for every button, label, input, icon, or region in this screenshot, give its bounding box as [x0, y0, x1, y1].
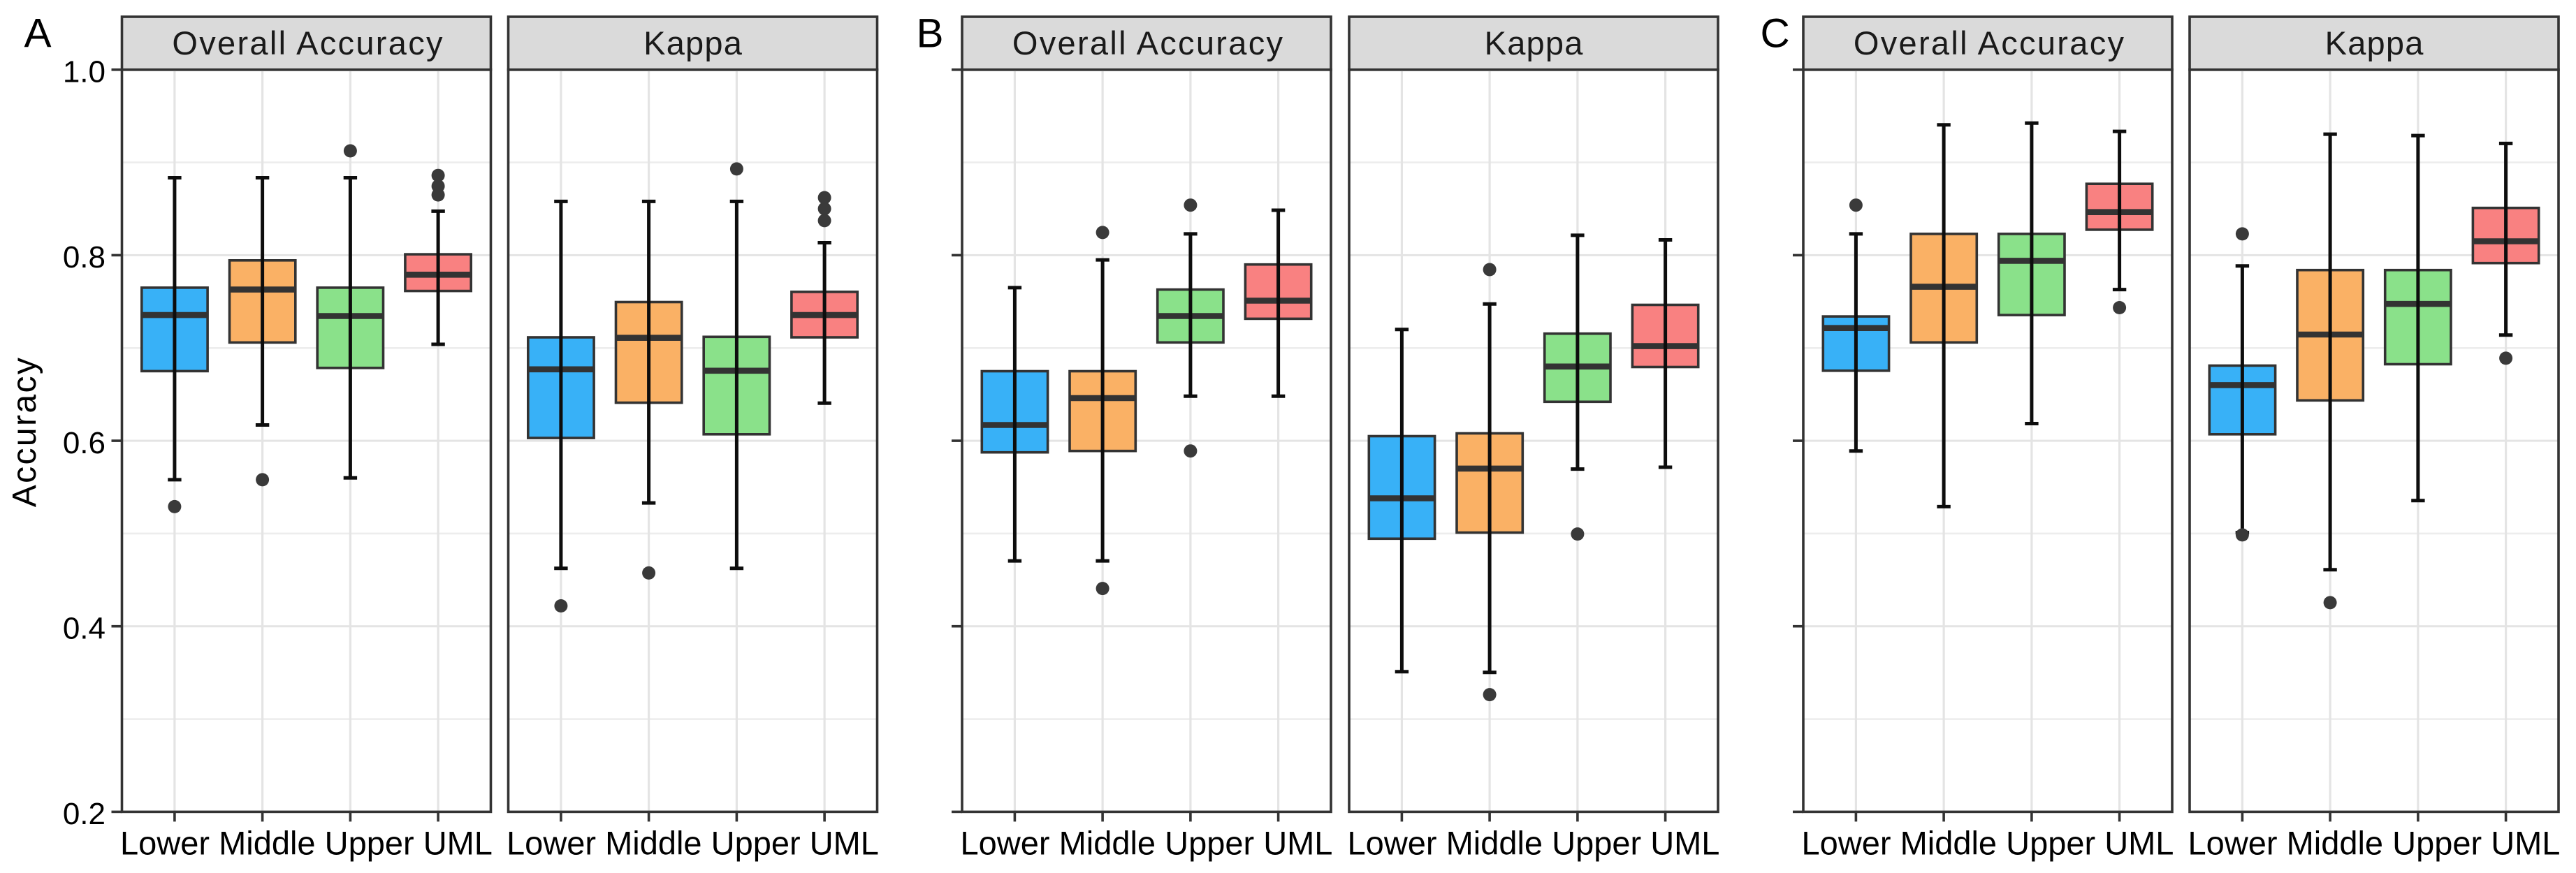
- svg-text:Overall Accuracy: Overall Accuracy: [172, 24, 444, 61]
- svg-text:Kappa: Kappa: [2325, 24, 2424, 61]
- svg-text:Kappa: Kappa: [1485, 24, 1584, 61]
- svg-text:C: C: [1761, 11, 1790, 57]
- svg-text:Lower Middle Upper UML: Lower Middle Upper UML: [1348, 825, 1720, 862]
- svg-text:B: B: [917, 11, 944, 57]
- svg-text:Lower Middle Upper UML: Lower Middle Upper UML: [507, 825, 879, 862]
- svg-text:Lower Middle Upper UML: Lower Middle Upper UML: [961, 825, 1333, 862]
- svg-text:Lower Middle Upper UML: Lower Middle Upper UML: [1802, 825, 2174, 862]
- svg-text:0.6: 0.6: [63, 426, 105, 460]
- svg-text:Accuracy: Accuracy: [6, 356, 43, 508]
- svg-text:Overall Accuracy: Overall Accuracy: [1854, 24, 2125, 61]
- svg-text:A: A: [24, 11, 52, 57]
- svg-text:Kappa: Kappa: [643, 24, 743, 61]
- svg-text:0.2: 0.2: [63, 797, 105, 831]
- svg-text:Overall Accuracy: Overall Accuracy: [1012, 24, 1284, 61]
- svg-text:0.4: 0.4: [63, 612, 105, 646]
- svg-text:1.0: 1.0: [63, 55, 105, 89]
- svg-text:0.8: 0.8: [63, 240, 105, 274]
- svg-text:Lower Middle Upper UML: Lower Middle Upper UML: [120, 825, 493, 862]
- svg-text:Lower Middle Upper UML: Lower Middle Upper UML: [2188, 825, 2561, 862]
